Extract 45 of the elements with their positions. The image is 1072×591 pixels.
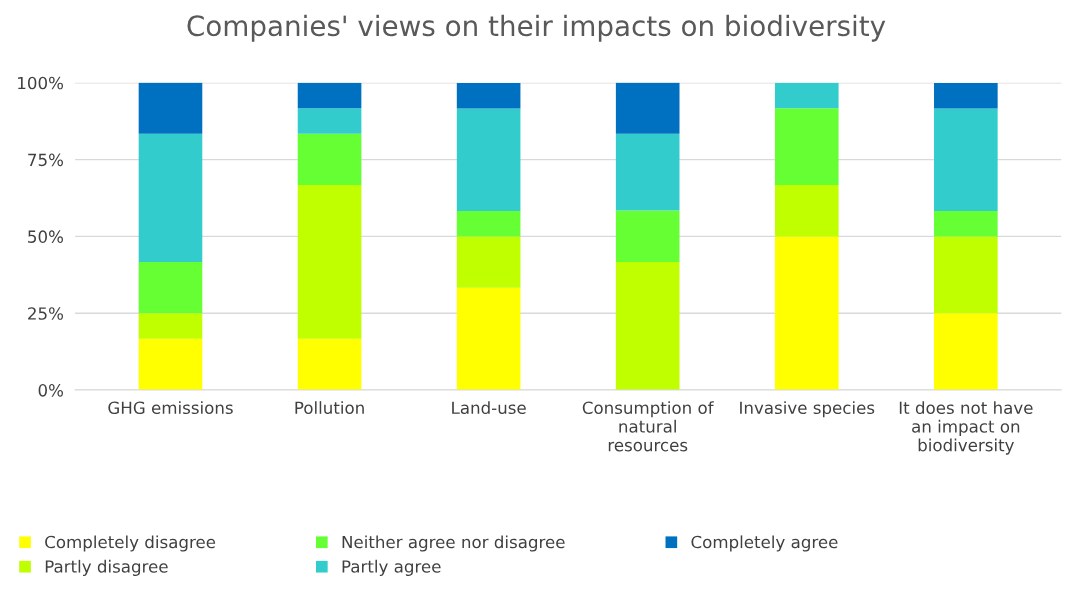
y-tick-label: 0% (38, 384, 64, 397)
legend-label: Neither agree nor disagree (342, 535, 565, 552)
bar (138, 261, 203, 314)
bar (934, 108, 998, 211)
bar (934, 313, 998, 391)
bar (774, 185, 839, 237)
bar (456, 236, 521, 288)
legend-label: Completely agree (691, 535, 838, 552)
bar (138, 133, 203, 262)
x-tick-label: GHG emissions (108, 401, 233, 415)
bar (615, 82, 680, 134)
y-tick-label: 25% (28, 307, 64, 320)
legend-label: Partly agree (342, 559, 441, 576)
bar (774, 236, 839, 391)
bar (297, 133, 362, 186)
bar (138, 313, 203, 339)
bar (297, 82, 362, 109)
bar (615, 210, 680, 262)
y-tick-label: 50% (28, 230, 64, 243)
x-tick-label: Invasive species (740, 401, 875, 418)
y-tick-label: 75% (28, 153, 64, 167)
bar (138, 82, 203, 134)
bar (297, 185, 362, 339)
bar (774, 108, 839, 186)
x-tick-label: It does not have an impact on biodiversity (899, 401, 1033, 455)
bar (456, 287, 521, 391)
y-tick-label: 100% (18, 76, 64, 90)
bar (615, 133, 680, 211)
bar (456, 210, 521, 237)
bar (615, 261, 680, 391)
bar (934, 83, 998, 109)
bar (138, 338, 203, 391)
bar (456, 108, 521, 211)
chart-title: Companies' views on their impacts on biodiversity (187, 14, 886, 42)
bar (934, 210, 998, 237)
x-tick-label: Consumption of natural resources (582, 401, 714, 452)
bar (297, 108, 362, 134)
legend-label: Partly disagree (45, 559, 168, 576)
bar (934, 236, 998, 314)
bar (774, 82, 839, 109)
legend-label: Completely disagree (45, 535, 216, 552)
x-tick-label: Land-use (452, 401, 526, 415)
bar (297, 338, 362, 391)
x-tick-label: Pollution (295, 401, 364, 415)
bar (456, 83, 521, 109)
